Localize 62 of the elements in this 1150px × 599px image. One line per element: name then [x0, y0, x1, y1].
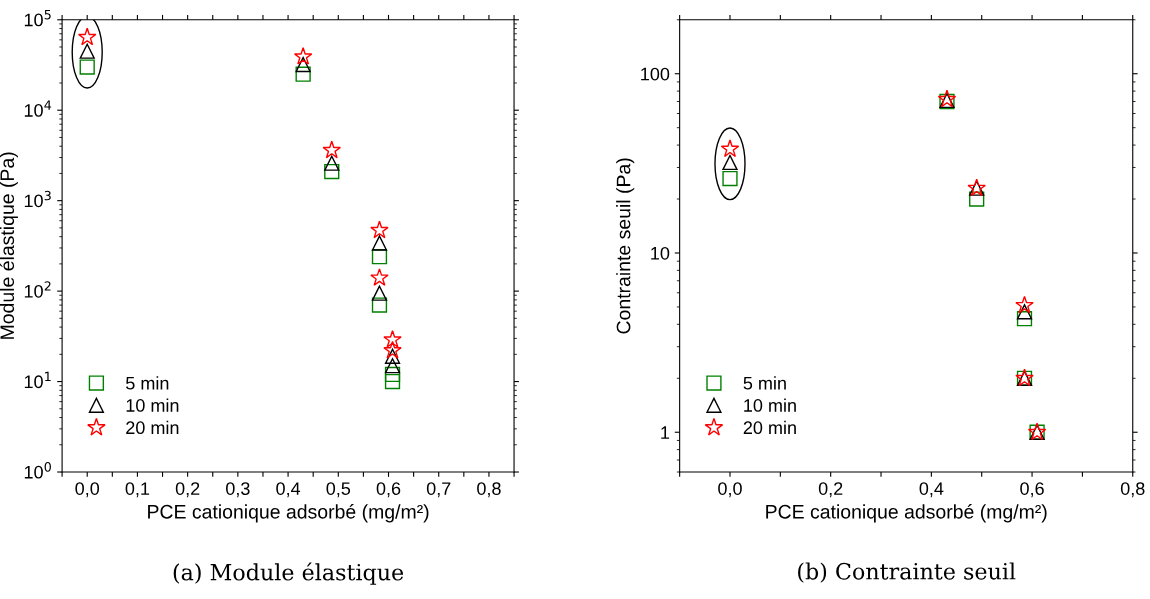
- legend-label: 10 min: [126, 398, 179, 412]
- point: [370, 268, 389, 286]
- point: [295, 66, 311, 82]
- y-tick-label: 10$^{0}$: [24, 462, 51, 479]
- x-tick-label: 0,5: [326, 482, 351, 498]
- point: [322, 140, 342, 159]
- point: [383, 340, 402, 359]
- point: [720, 139, 740, 158]
- y-tick-label: 100: [641, 67, 670, 81]
- y-tick-label: 10$^{1}$: [24, 371, 51, 389]
- legend-label: 5 min: [126, 376, 169, 390]
- point: [371, 285, 388, 301]
- y-axis-title: Contrainte seuil (Pa): [616, 158, 635, 334]
- y-tick-label: 10$^{4}$: [24, 100, 52, 117]
- y-axis-title: Module élastique (Pa): [0, 152, 18, 339]
- legend-label: 10 min: [744, 398, 796, 412]
- point: [1016, 304, 1033, 320]
- x-axis-title: PCE cationique adsorbé (mg/m²): [766, 504, 1047, 523]
- x-tick-label: 0,6: [376, 482, 401, 498]
- x-tick-label: 0,4: [276, 482, 301, 498]
- point: [722, 154, 738, 171]
- point: [79, 59, 95, 75]
- point: [1015, 295, 1034, 314]
- point: [324, 163, 340, 180]
- text: (b) Contrainte seuil: [798, 562, 1016, 583]
- point: [79, 43, 95, 59]
- x-tick-label: 0,4: [919, 482, 944, 498]
- point: [324, 155, 340, 171]
- x-tick-label: 0,3: [226, 482, 250, 498]
- x-tick-label: 0,8: [1120, 482, 1145, 498]
- x-tick-label: 0,7: [426, 482, 451, 498]
- point: [383, 330, 402, 348]
- legend-label: 5 min: [743, 376, 786, 390]
- x-tick-label: 0,8: [477, 482, 501, 498]
- point: [371, 235, 388, 251]
- point: [293, 47, 313, 65]
- y-tick-label: 1: [661, 426, 670, 439]
- x-tick-label: 0,1: [125, 482, 150, 498]
- y-tick-label: 10$^{2}$: [24, 281, 51, 298]
- text: (a) Module élastique: [173, 562, 404, 585]
- x-tick-label: 0,2: [175, 482, 200, 498]
- point: [370, 220, 389, 239]
- legend-label: 20 min: [126, 420, 179, 435]
- x-tick-label: 0,0: [718, 482, 742, 498]
- y-tick-label: 10: [651, 246, 670, 260]
- point: [384, 366, 401, 383]
- x-tick-label: 0,6: [1020, 482, 1044, 498]
- point: [384, 348, 401, 364]
- point: [1016, 311, 1033, 327]
- y-tick-label: 10$^{5}$: [24, 10, 51, 27]
- y-tick-label: 10$^{3}$: [24, 190, 51, 208]
- point: [77, 27, 97, 46]
- point: [722, 170, 738, 187]
- point: [969, 191, 985, 207]
- x-tick-label: 0,0: [75, 482, 100, 498]
- point: [384, 373, 401, 390]
- point: [295, 56, 311, 73]
- point: [384, 357, 401, 374]
- point: [371, 297, 388, 313]
- x-axis-title: PCE cationique adsorbé (mg/m²): [148, 504, 429, 523]
- x-tick-label: 0,2: [818, 482, 843, 498]
- legend-label: 20 min: [743, 420, 796, 435]
